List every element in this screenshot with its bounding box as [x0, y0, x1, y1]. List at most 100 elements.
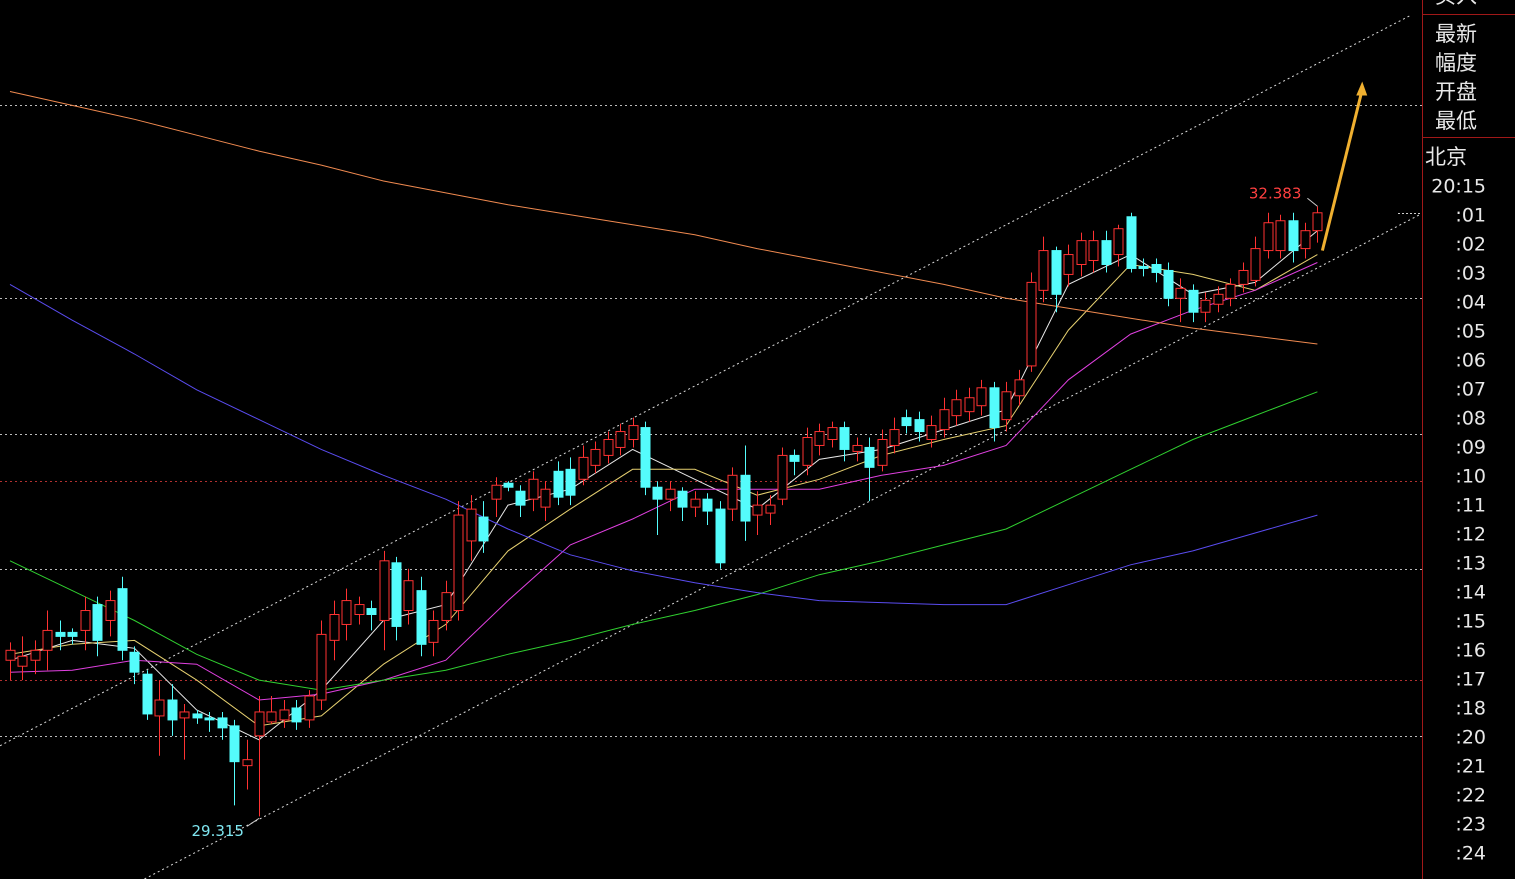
panel-time: :24 [1455, 843, 1486, 865]
candle-body [129, 651, 140, 673]
candle-body [379, 560, 390, 621]
candle-body [179, 711, 190, 719]
candle-body [1300, 230, 1311, 250]
panel-time: :20 [1455, 727, 1486, 749]
ma-line [9, 283, 1318, 606]
candle-body [254, 711, 265, 737]
candle-body [266, 711, 277, 723]
panel-city: 北京 [1425, 145, 1467, 169]
candle-body [1126, 216, 1137, 269]
candle-body [341, 600, 352, 625]
candle-body [1263, 222, 1274, 252]
candle-body [192, 713, 203, 719]
candle-body [1063, 254, 1074, 275]
candle-body [752, 504, 763, 516]
candle-body [789, 454, 800, 462]
candle-body [1238, 269, 1249, 285]
candle-body [852, 444, 863, 452]
arrow-head [1356, 81, 1368, 96]
candle-body [229, 725, 240, 763]
candle-body [92, 604, 103, 641]
panel-time: :23 [1455, 814, 1486, 836]
candle-body [1151, 263, 1162, 273]
candle-body [553, 470, 564, 498]
candle-body [329, 614, 340, 641]
candle-body [428, 619, 439, 643]
candle-body [765, 504, 776, 514]
panel-time: :03 [1455, 263, 1486, 285]
panel-time: :10 [1455, 466, 1486, 488]
candle-body [615, 431, 626, 448]
candle-body [1200, 299, 1211, 313]
candle-body [1001, 391, 1012, 421]
candle-body [1163, 269, 1174, 299]
panel-time: :01 [1455, 205, 1486, 227]
panel-time: :14 [1455, 582, 1486, 604]
candle-body [777, 454, 788, 500]
candle-body [515, 490, 526, 506]
panel-time: :12 [1455, 524, 1486, 546]
panel-time: :11 [1455, 495, 1486, 517]
candle-body [951, 399, 962, 417]
candle-body [914, 419, 925, 433]
candle-body [814, 431, 825, 446]
candle-body [1014, 379, 1025, 397]
panel-time: :17 [1455, 669, 1486, 691]
forecast-arrow [1320, 89, 1364, 251]
panel-time: :18 [1455, 698, 1486, 720]
candle-body [540, 488, 551, 508]
candle-body [603, 439, 614, 456]
candle-body [677, 490, 688, 508]
candle-body [466, 508, 477, 542]
panel-time: :06 [1455, 350, 1486, 372]
candle-body [864, 446, 875, 468]
candle-body [1138, 265, 1149, 269]
candle-body [354, 604, 365, 616]
panel-time: 20:15 [1431, 176, 1486, 198]
candle-body [316, 633, 327, 701]
candle-body [491, 484, 502, 500]
trend-line [0, 15, 1410, 747]
candle-body [839, 427, 850, 450]
ma-line [9, 254, 1318, 727]
panel-label: 开盘 [1435, 80, 1477, 104]
panel-time: :05 [1455, 321, 1486, 343]
candle-body [802, 437, 813, 466]
panel-time: :07 [1455, 379, 1486, 401]
candle-body [901, 417, 912, 427]
candle-body [279, 709, 290, 721]
candle-body [1113, 228, 1124, 256]
low-pointer [246, 817, 260, 827]
candle-body [939, 409, 950, 431]
candle-body [1188, 289, 1199, 313]
candle-body [304, 695, 315, 721]
candle-body [391, 562, 402, 627]
candle-body [1225, 283, 1236, 299]
panel-time: :21 [1455, 756, 1486, 778]
candle-body [5, 649, 16, 661]
candle-body [578, 456, 589, 480]
candle-body [1088, 240, 1099, 262]
high-pointer [1307, 197, 1318, 207]
candle-body [1175, 287, 1186, 299]
candle-body [80, 610, 91, 631]
panel-time: :13 [1455, 553, 1486, 575]
candle-body [877, 439, 888, 466]
candle-body [1026, 281, 1037, 367]
candle-body [416, 590, 427, 645]
panel-label: 买入 [1435, 0, 1477, 8]
candle-body [55, 631, 66, 637]
candle-body [652, 486, 663, 500]
candle-body [1250, 248, 1261, 281]
candle-body [154, 699, 165, 717]
candle-body [142, 673, 153, 715]
high-label: 32.383 [1249, 185, 1302, 203]
candle-body [441, 592, 452, 621]
candle-body [117, 588, 128, 651]
ma-line [9, 262, 1318, 701]
candle-body [628, 425, 639, 441]
candle-body [665, 488, 676, 500]
candle-body [727, 474, 738, 510]
candle-body [827, 427, 838, 440]
candle-body [291, 707, 302, 723]
